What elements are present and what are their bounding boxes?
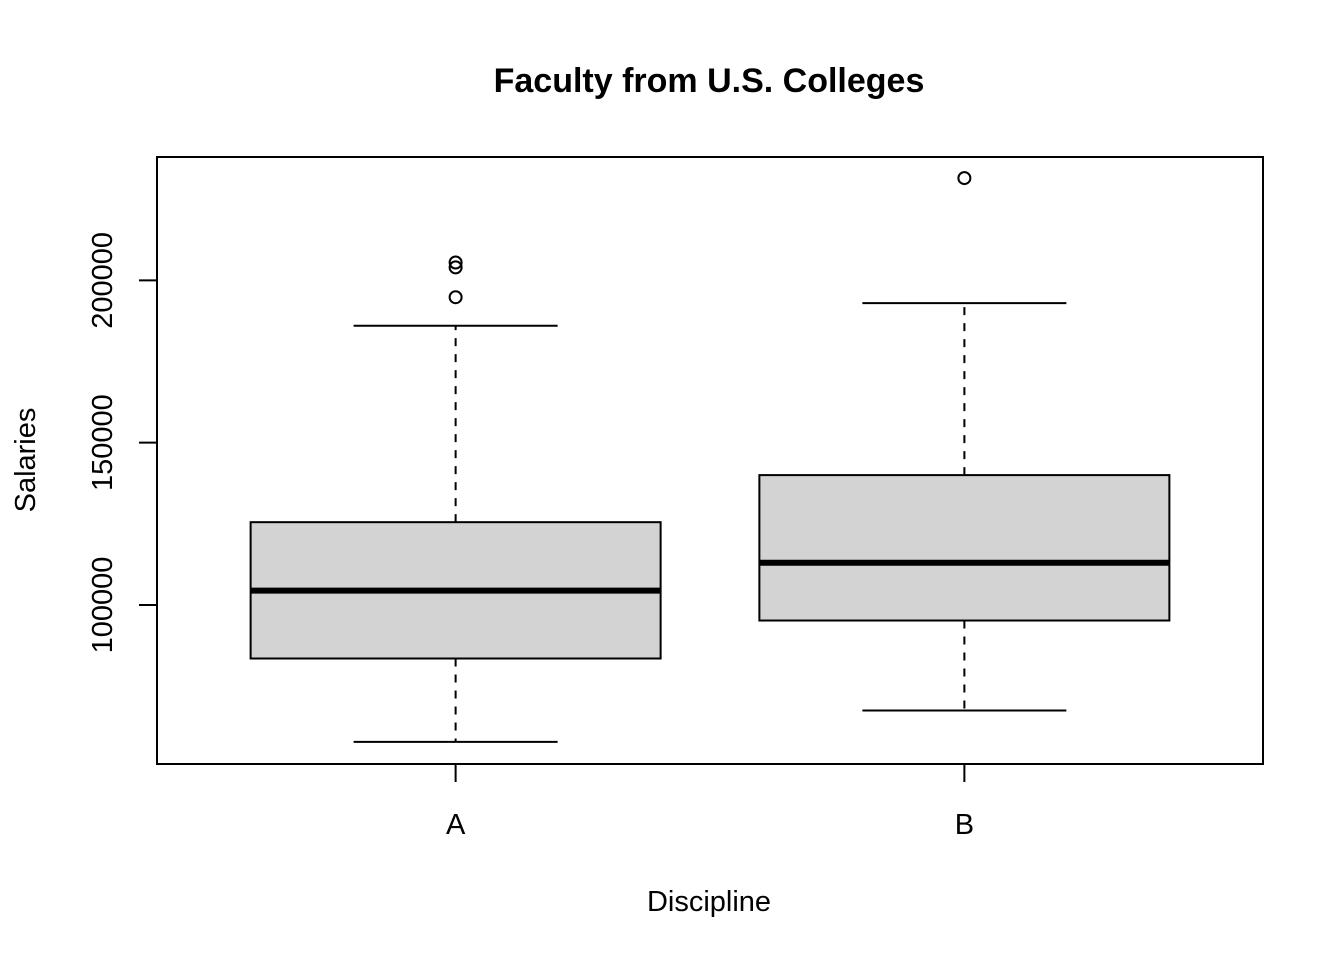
x-axis-label: Discipline — [647, 886, 771, 918]
y-axis: 100000 150000 200000 — [87, 232, 157, 653]
box-group-a — [249, 255, 662, 743]
boxes-layer — [249, 171, 1171, 743]
outlier-point — [448, 290, 463, 305]
outlier-point — [448, 260, 463, 275]
chart-title: Faculty from U.S. Colleges — [494, 62, 925, 100]
y-tick-label: 100000 — [87, 557, 119, 654]
y-tick-label: 200000 — [87, 232, 119, 329]
y-tick-label: 150000 — [87, 394, 119, 491]
plot-frame — [156, 156, 1264, 765]
y-axis-label: Salaries — [10, 408, 42, 513]
x-tick-label: A — [446, 809, 466, 841]
box-group-b — [758, 171, 1171, 712]
iqr-box — [758, 474, 1171, 622]
outlier-point — [448, 255, 463, 270]
x-tick-label: B — [955, 809, 974, 841]
outlier-point — [957, 171, 972, 186]
